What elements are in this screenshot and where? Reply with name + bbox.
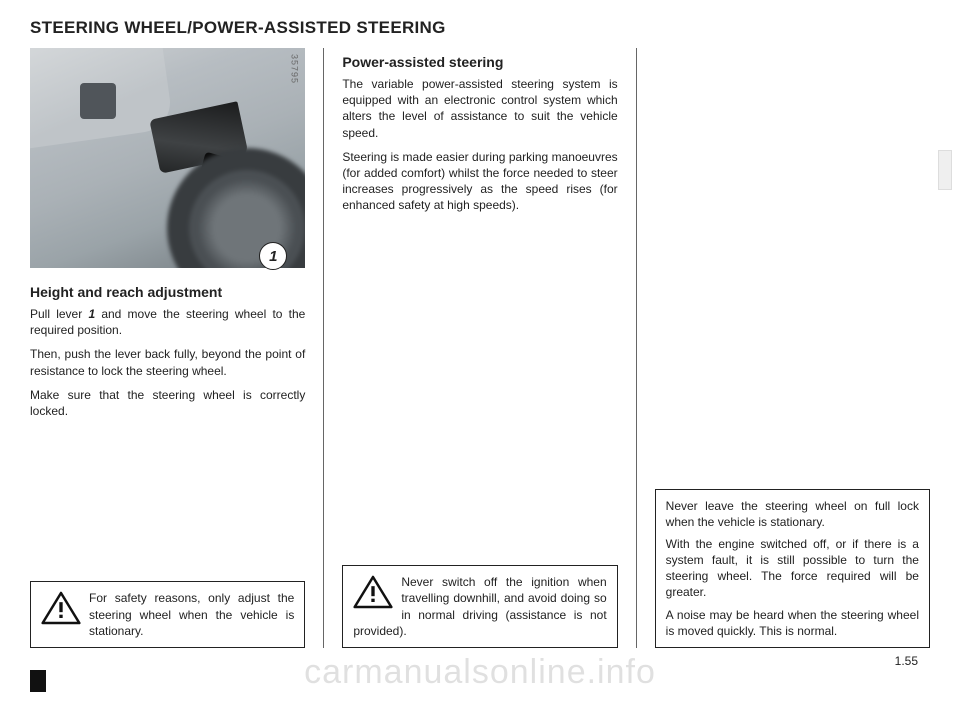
column-divider-1: [323, 48, 324, 648]
col1-subhead: Height and reach adjustment: [30, 284, 305, 300]
column-layout: 35795 1 Height and reach adjustment Pull…: [30, 48, 930, 648]
col1-p1a: Pull lever: [30, 307, 88, 321]
col2-p1: The variable power-assisted steering sys…: [342, 76, 617, 141]
col3-n2: With the engine switched off, or if ther…: [666, 536, 919, 601]
photo-box: 35795 1: [30, 48, 305, 268]
col1-safety-notice: For safety reasons, only adjust the stee…: [30, 581, 305, 648]
column-divider-2: [636, 48, 637, 648]
col3-info-notice: Never leave the steering wheel on full l…: [655, 489, 930, 649]
page-number: 1.55: [895, 654, 918, 668]
col2-p2: Steering is made easier during parking m…: [342, 149, 617, 214]
col1-notice-text: For safety reasons, only adjust the stee…: [89, 591, 294, 637]
col1-p3: Make sure that the steering wheel is cor…: [30, 387, 305, 419]
col2-spacer: [342, 222, 617, 566]
photo-id-label: 35795: [289, 54, 299, 84]
column-3: Never leave the steering wheel on full l…: [655, 48, 930, 648]
warning-icon: [353, 574, 393, 610]
col2-subhead: Power-assisted steering: [342, 54, 617, 70]
manual-page: STEERING WHEEL/POWER-ASSISTED STEERING 3…: [0, 0, 960, 710]
warning-icon: [41, 590, 81, 626]
col1-spacer: [30, 427, 305, 581]
col2-warning-notice: Never switch off the ignition when trave…: [342, 565, 617, 648]
watermark: carmanualsonline.info: [0, 653, 960, 692]
col3-n3: A noise may be heard when the steering w…: [666, 607, 919, 639]
col1-p2: Then, push the lever back fully, beyond …: [30, 346, 305, 378]
column-2: Power-assisted steering The variable pow…: [342, 48, 617, 648]
col3-n1: Never leave the steering wheel on full l…: [666, 498, 919, 530]
column-1: 35795 1 Height and reach adjustment Pull…: [30, 48, 305, 648]
steering-lever-photo: [30, 48, 305, 268]
col1-p1: Pull lever 1 and move the steering wheel…: [30, 306, 305, 338]
footer-block-icon: [30, 670, 46, 692]
switch-panel-shape: [80, 83, 116, 119]
page-title: STEERING WHEEL/POWER-ASSISTED STEERING: [30, 18, 930, 38]
side-tab: [938, 150, 952, 190]
col3-spacer: [655, 48, 930, 489]
